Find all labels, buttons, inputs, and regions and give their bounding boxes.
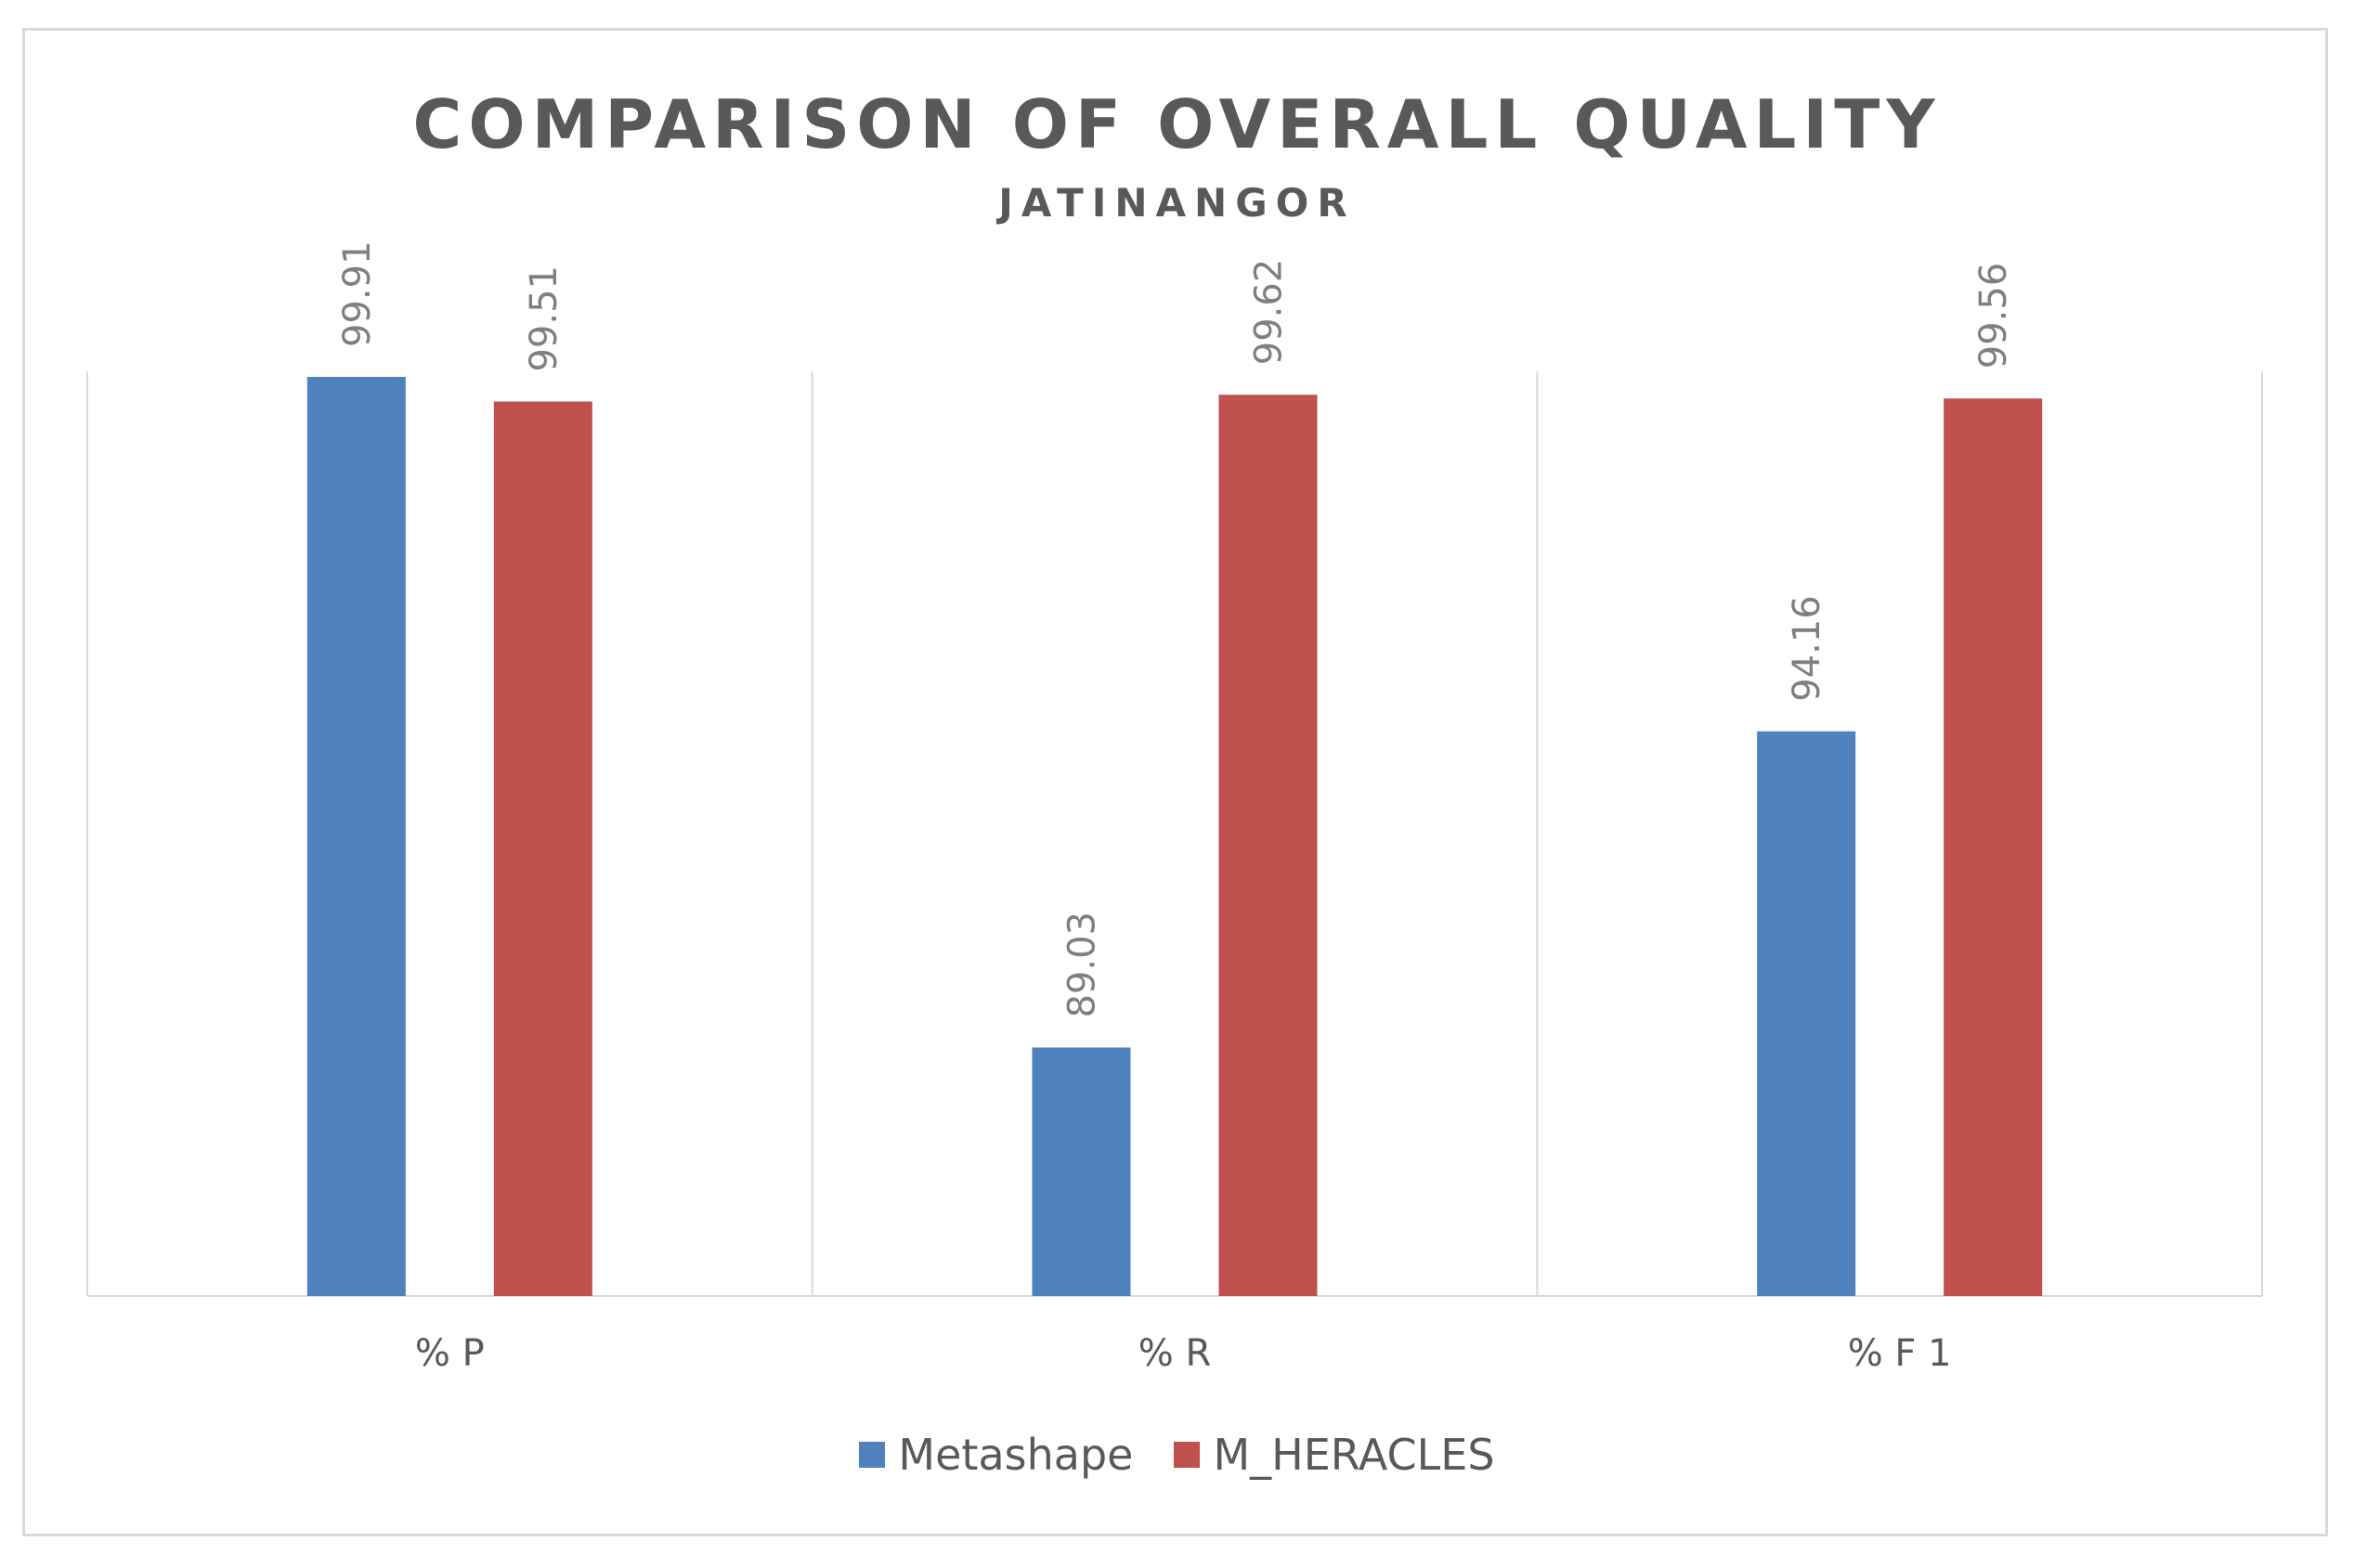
x-tick-label: % F 1 (1848, 1332, 1952, 1375)
x-tick-label: % P (415, 1332, 485, 1375)
legend-label-m-heracles: M_HERACLES (1213, 1430, 1495, 1480)
legend-swatch-metashape (859, 1442, 886, 1468)
x-tick-label: % R (1138, 1332, 1212, 1375)
bar-m-heracles (493, 401, 592, 1296)
data-label: 89.03 (1061, 912, 1104, 1018)
legend-swatch-m-heracles (1174, 1442, 1201, 1468)
bar-metashape (1757, 731, 1856, 1296)
bar-m-heracles (1218, 395, 1318, 1296)
legend-item-metashape: Metashape (859, 1430, 1133, 1480)
chart-subtitle: JATINANGOR (998, 180, 1356, 226)
data-label: 94.16 (1786, 595, 1828, 702)
legend-item-m-heracles: M_HERACLES (1174, 1430, 1495, 1480)
chart-title: COMPARISON OF OVERALL QUALITY (412, 85, 1942, 163)
data-label: 99.91 (336, 240, 379, 347)
data-label: 99.56 (1972, 263, 2015, 369)
bar-metashape (1032, 1047, 1131, 1296)
legend-label-metashape: Metashape (898, 1430, 1134, 1480)
data-label: 99.62 (1248, 259, 1291, 366)
data-label: 99.51 (523, 266, 566, 372)
bar-metashape (306, 376, 406, 1296)
chart-legend: Metashape M_HERACLES (0, 1430, 2354, 1480)
bar-m-heracles (1944, 398, 2043, 1296)
